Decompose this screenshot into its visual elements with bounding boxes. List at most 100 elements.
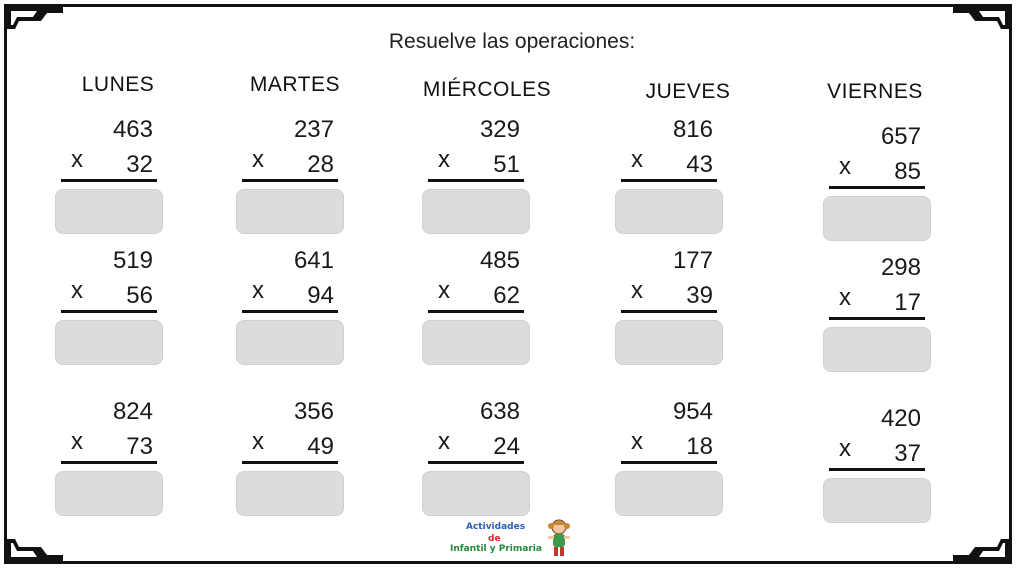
multiplier: 62 xyxy=(493,282,520,309)
answer-box[interactable] xyxy=(422,471,530,516)
answer-box[interactable] xyxy=(236,320,344,365)
multiplication-problem: 237 x 28 xyxy=(236,116,348,238)
multiplier: 18 xyxy=(686,433,713,460)
multiplication-problem: 420 x 37 xyxy=(823,405,935,527)
multiply-sign: x xyxy=(438,277,450,304)
multiplicand: 641 xyxy=(293,247,334,274)
multiplier: 56 xyxy=(126,282,153,309)
multiply-sign: x xyxy=(839,153,851,180)
multiplicand: 356 xyxy=(293,398,334,425)
multiplier: 49 xyxy=(307,433,334,460)
multiplication-problem: 485 x 62 xyxy=(422,247,534,369)
multiplicand: 237 xyxy=(293,116,334,143)
publisher-logo: Actividades de Infantil y Primaria xyxy=(446,515,586,565)
logo-line-3: Infantil y Primaria xyxy=(450,544,542,554)
multiply-sign: x xyxy=(252,277,264,304)
answer-box[interactable] xyxy=(615,189,723,234)
corner-ornament-bottom-right xyxy=(953,539,1009,561)
multiplication-problem: 356 x 49 xyxy=(236,398,348,520)
multiplication-problem: 641 x 94 xyxy=(236,247,348,369)
multiplier: 24 xyxy=(493,433,520,460)
day-header-lunes: LUNES xyxy=(81,73,155,96)
multiplication-problem: 177 x 39 xyxy=(615,247,727,369)
multiplier: 51 xyxy=(493,151,520,178)
multiplication-problem: 329 x 51 xyxy=(422,116,534,238)
answer-box[interactable] xyxy=(615,320,723,365)
multiplication-problem: 954 x 18 xyxy=(615,398,727,520)
corner-ornament-top-right xyxy=(953,7,1009,29)
instructions-title: Resuelve las operaciones: xyxy=(388,30,636,53)
answer-box[interactable] xyxy=(55,320,163,365)
multiplicand: 463 xyxy=(112,116,153,143)
multiply-sign: x xyxy=(438,428,450,455)
multiplication-problem: 638 x 24 xyxy=(422,398,534,520)
multiply-sign: x xyxy=(631,428,643,455)
multiplication-problem: 657 x 85 xyxy=(823,123,935,245)
result-line xyxy=(621,179,717,182)
result-line xyxy=(829,468,925,471)
day-header-jueves: JUEVES xyxy=(645,80,731,103)
result-line xyxy=(61,179,157,182)
multiplication-problem: 824 x 73 xyxy=(55,398,167,520)
multiply-sign: x xyxy=(71,277,83,304)
answer-box[interactable] xyxy=(55,189,163,234)
multiply-sign: x xyxy=(839,435,851,462)
multiplicand: 420 xyxy=(880,405,921,432)
answer-box[interactable] xyxy=(615,471,723,516)
answer-box[interactable] xyxy=(823,327,931,372)
result-line xyxy=(428,461,524,464)
answer-box[interactable] xyxy=(823,196,931,241)
answer-box[interactable] xyxy=(422,320,530,365)
answer-box[interactable] xyxy=(236,189,344,234)
corner-ornament-bottom-left xyxy=(7,539,63,561)
multiply-sign: x xyxy=(438,146,450,173)
answer-box[interactable] xyxy=(422,189,530,234)
multiply-sign: x xyxy=(252,428,264,455)
page-border xyxy=(4,4,1012,564)
result-line xyxy=(61,310,157,313)
multiplicand: 824 xyxy=(112,398,153,425)
multiplier: 32 xyxy=(126,151,153,178)
multiplication-problem: 298 x 17 xyxy=(823,254,935,376)
day-header-miercoles: MIÉRCOLES xyxy=(422,78,552,101)
multiplicand: 638 xyxy=(479,398,520,425)
corner-ornament-top-left xyxy=(7,7,63,29)
logo-line-2: de xyxy=(488,534,501,544)
result-line xyxy=(621,461,717,464)
multiplicand: 298 xyxy=(880,254,921,281)
multiplier: 85 xyxy=(894,158,921,185)
multiplication-problem: 463 x 32 xyxy=(55,116,167,238)
multiplier: 39 xyxy=(686,282,713,309)
multiply-sign: x xyxy=(631,146,643,173)
result-line xyxy=(621,310,717,313)
result-line xyxy=(428,310,524,313)
multiplicand: 657 xyxy=(880,123,921,150)
multiplication-problem: 816 x 43 xyxy=(615,116,727,238)
day-header-martes: MARTES xyxy=(249,73,341,96)
answer-box[interactable] xyxy=(236,471,344,516)
multiplier: 94 xyxy=(307,282,334,309)
result-line xyxy=(242,310,338,313)
answer-box[interactable] xyxy=(823,478,931,523)
multiplicand: 329 xyxy=(479,116,520,143)
multiplier: 73 xyxy=(126,433,153,460)
multiplier: 37 xyxy=(894,440,921,467)
multiplicand: 177 xyxy=(672,247,713,274)
multiply-sign: x xyxy=(839,284,851,311)
answer-box[interactable] xyxy=(55,471,163,516)
result-line xyxy=(428,179,524,182)
result-line xyxy=(242,179,338,182)
multiplicand: 519 xyxy=(112,247,153,274)
day-header-viernes: VIERNES xyxy=(827,80,923,103)
child-mascot-icon xyxy=(544,517,574,564)
multiplier: 43 xyxy=(686,151,713,178)
multiply-sign: x xyxy=(71,428,83,455)
multiply-sign: x xyxy=(252,146,264,173)
result-line xyxy=(242,461,338,464)
result-line xyxy=(61,461,157,464)
multiplier: 28 xyxy=(307,151,334,178)
result-line xyxy=(829,317,925,320)
multiplicand: 816 xyxy=(672,116,713,143)
multiply-sign: x xyxy=(71,146,83,173)
